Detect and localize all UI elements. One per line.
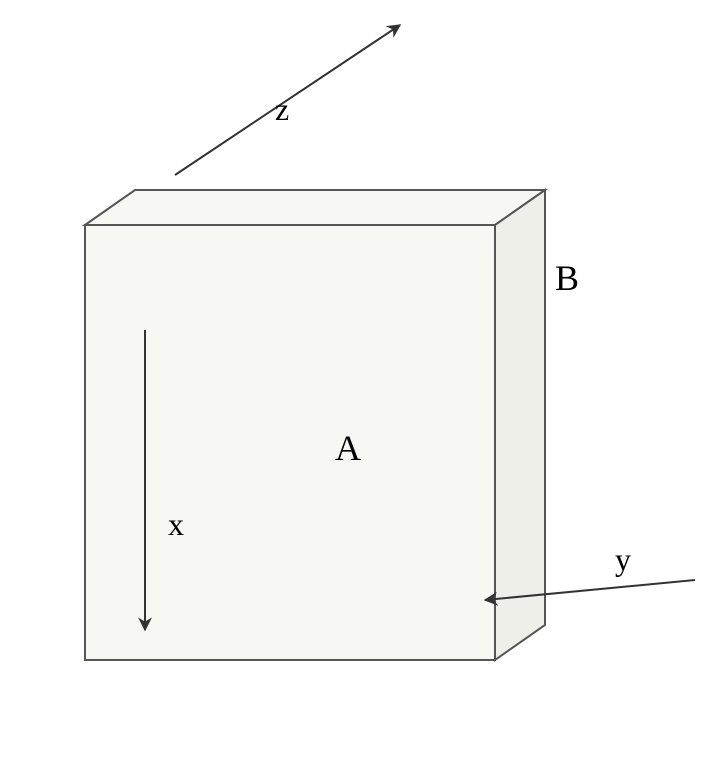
slab-front-face [85, 225, 495, 660]
label-a: A [335, 428, 361, 468]
slab-top-face [85, 190, 545, 225]
x-axis-label: x [168, 506, 184, 542]
slab-right-face [495, 190, 545, 660]
y-axis-label: y [615, 541, 631, 577]
label-b: B [555, 258, 579, 298]
z-axis-label: z [275, 91, 289, 127]
